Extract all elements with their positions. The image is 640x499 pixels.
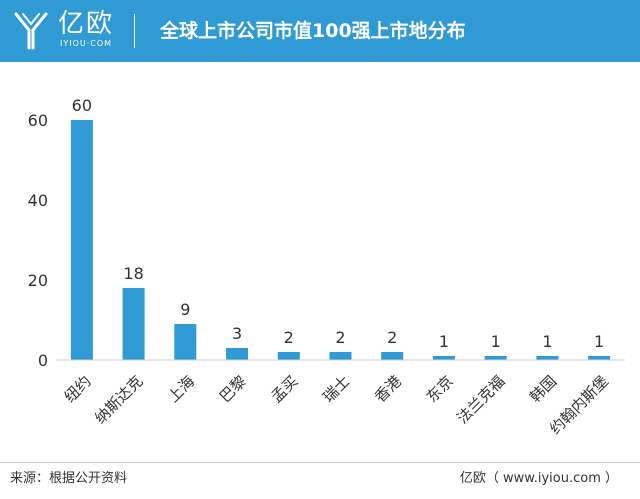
bar-value-label: 1 <box>439 332 449 351</box>
y-tick-label: 0 <box>38 351 48 370</box>
bar <box>536 356 559 360</box>
header-bar: 亿欧 IYIOU·COM 全球上市公司市值100强上市地分布 <box>0 0 640 62</box>
credit-note: 亿欧（ www.iyiou.com ） <box>459 471 618 486</box>
bar-value-label: 1 <box>542 332 552 351</box>
footer-divider <box>0 462 640 463</box>
x-tick-label: 上海 <box>164 372 198 406</box>
x-tick-label: 纳斯达克 <box>91 372 146 427</box>
y-tick-label: 60 <box>28 111 48 130</box>
bar <box>381 352 404 360</box>
data-labels: 60 18 9 3 2 2 2 1 1 1 1 <box>72 96 605 351</box>
bar <box>122 288 145 360</box>
bar <box>588 356 611 360</box>
y-tick-label: 40 <box>28 191 48 210</box>
bar-value-label: 18 <box>123 264 143 283</box>
iyiou-logo-icon <box>14 12 48 50</box>
bar <box>70 120 93 360</box>
source-note: 来源：根据公开资料 <box>10 471 128 486</box>
x-tick-label: 香港 <box>371 372 405 406</box>
bar-value-label: 2 <box>335 328 345 347</box>
bar-value-label: 2 <box>284 328 294 347</box>
bar <box>432 356 455 360</box>
bar-value-label: 9 <box>180 300 190 319</box>
x-tick-label: 瑞士 <box>319 372 353 406</box>
bar <box>174 324 197 360</box>
bar <box>226 348 249 360</box>
chart-title: 全球上市公司市值100强上市地分布 <box>160 20 466 42</box>
header-divider <box>134 14 135 48</box>
bar-value-label: 2 <box>387 328 397 347</box>
y-tick-label: 20 <box>28 271 48 290</box>
bars <box>70 120 611 360</box>
logo-text: 亿欧 <box>58 9 115 39</box>
bar <box>484 356 507 360</box>
bar-value-label: 3 <box>232 324 242 343</box>
x-tick-label: 韩国 <box>526 372 560 406</box>
bar <box>329 352 352 360</box>
logo-subtext: IYIOU·COM <box>60 39 113 48</box>
x-tick-label: 巴黎 <box>216 372 250 406</box>
bar <box>277 352 300 360</box>
x-tick-label: 法兰克福 <box>453 372 508 427</box>
x-tick-label: 纽约 <box>61 372 95 406</box>
x-tick-label: 孟买 <box>268 372 302 406</box>
y-axis: 0 20 40 60 <box>28 111 48 370</box>
bar-value-label: 1 <box>594 332 604 351</box>
x-tick-label: 东京 <box>423 372 457 406</box>
bar-value-label: 60 <box>72 96 92 115</box>
bar-value-label: 1 <box>491 332 501 351</box>
